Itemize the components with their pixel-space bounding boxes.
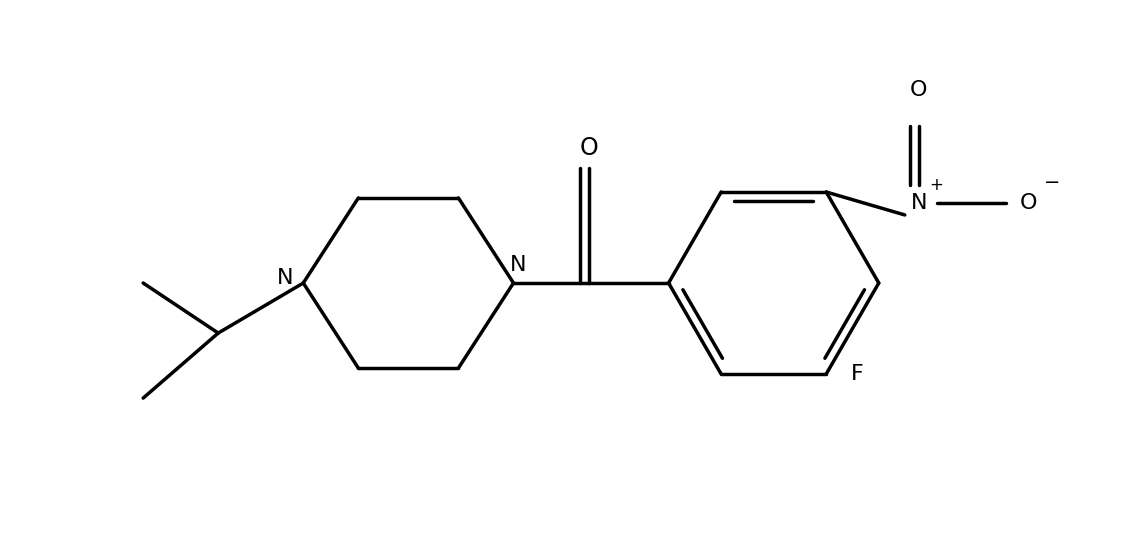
Text: N: N [911,193,928,213]
Text: N: N [277,268,293,288]
Text: N: N [511,255,526,275]
Text: O: O [1020,193,1038,213]
Text: F: F [851,364,864,384]
Text: +: + [929,176,943,194]
Text: O: O [909,80,928,100]
Text: O: O [579,136,598,160]
Text: −: − [1044,174,1061,192]
